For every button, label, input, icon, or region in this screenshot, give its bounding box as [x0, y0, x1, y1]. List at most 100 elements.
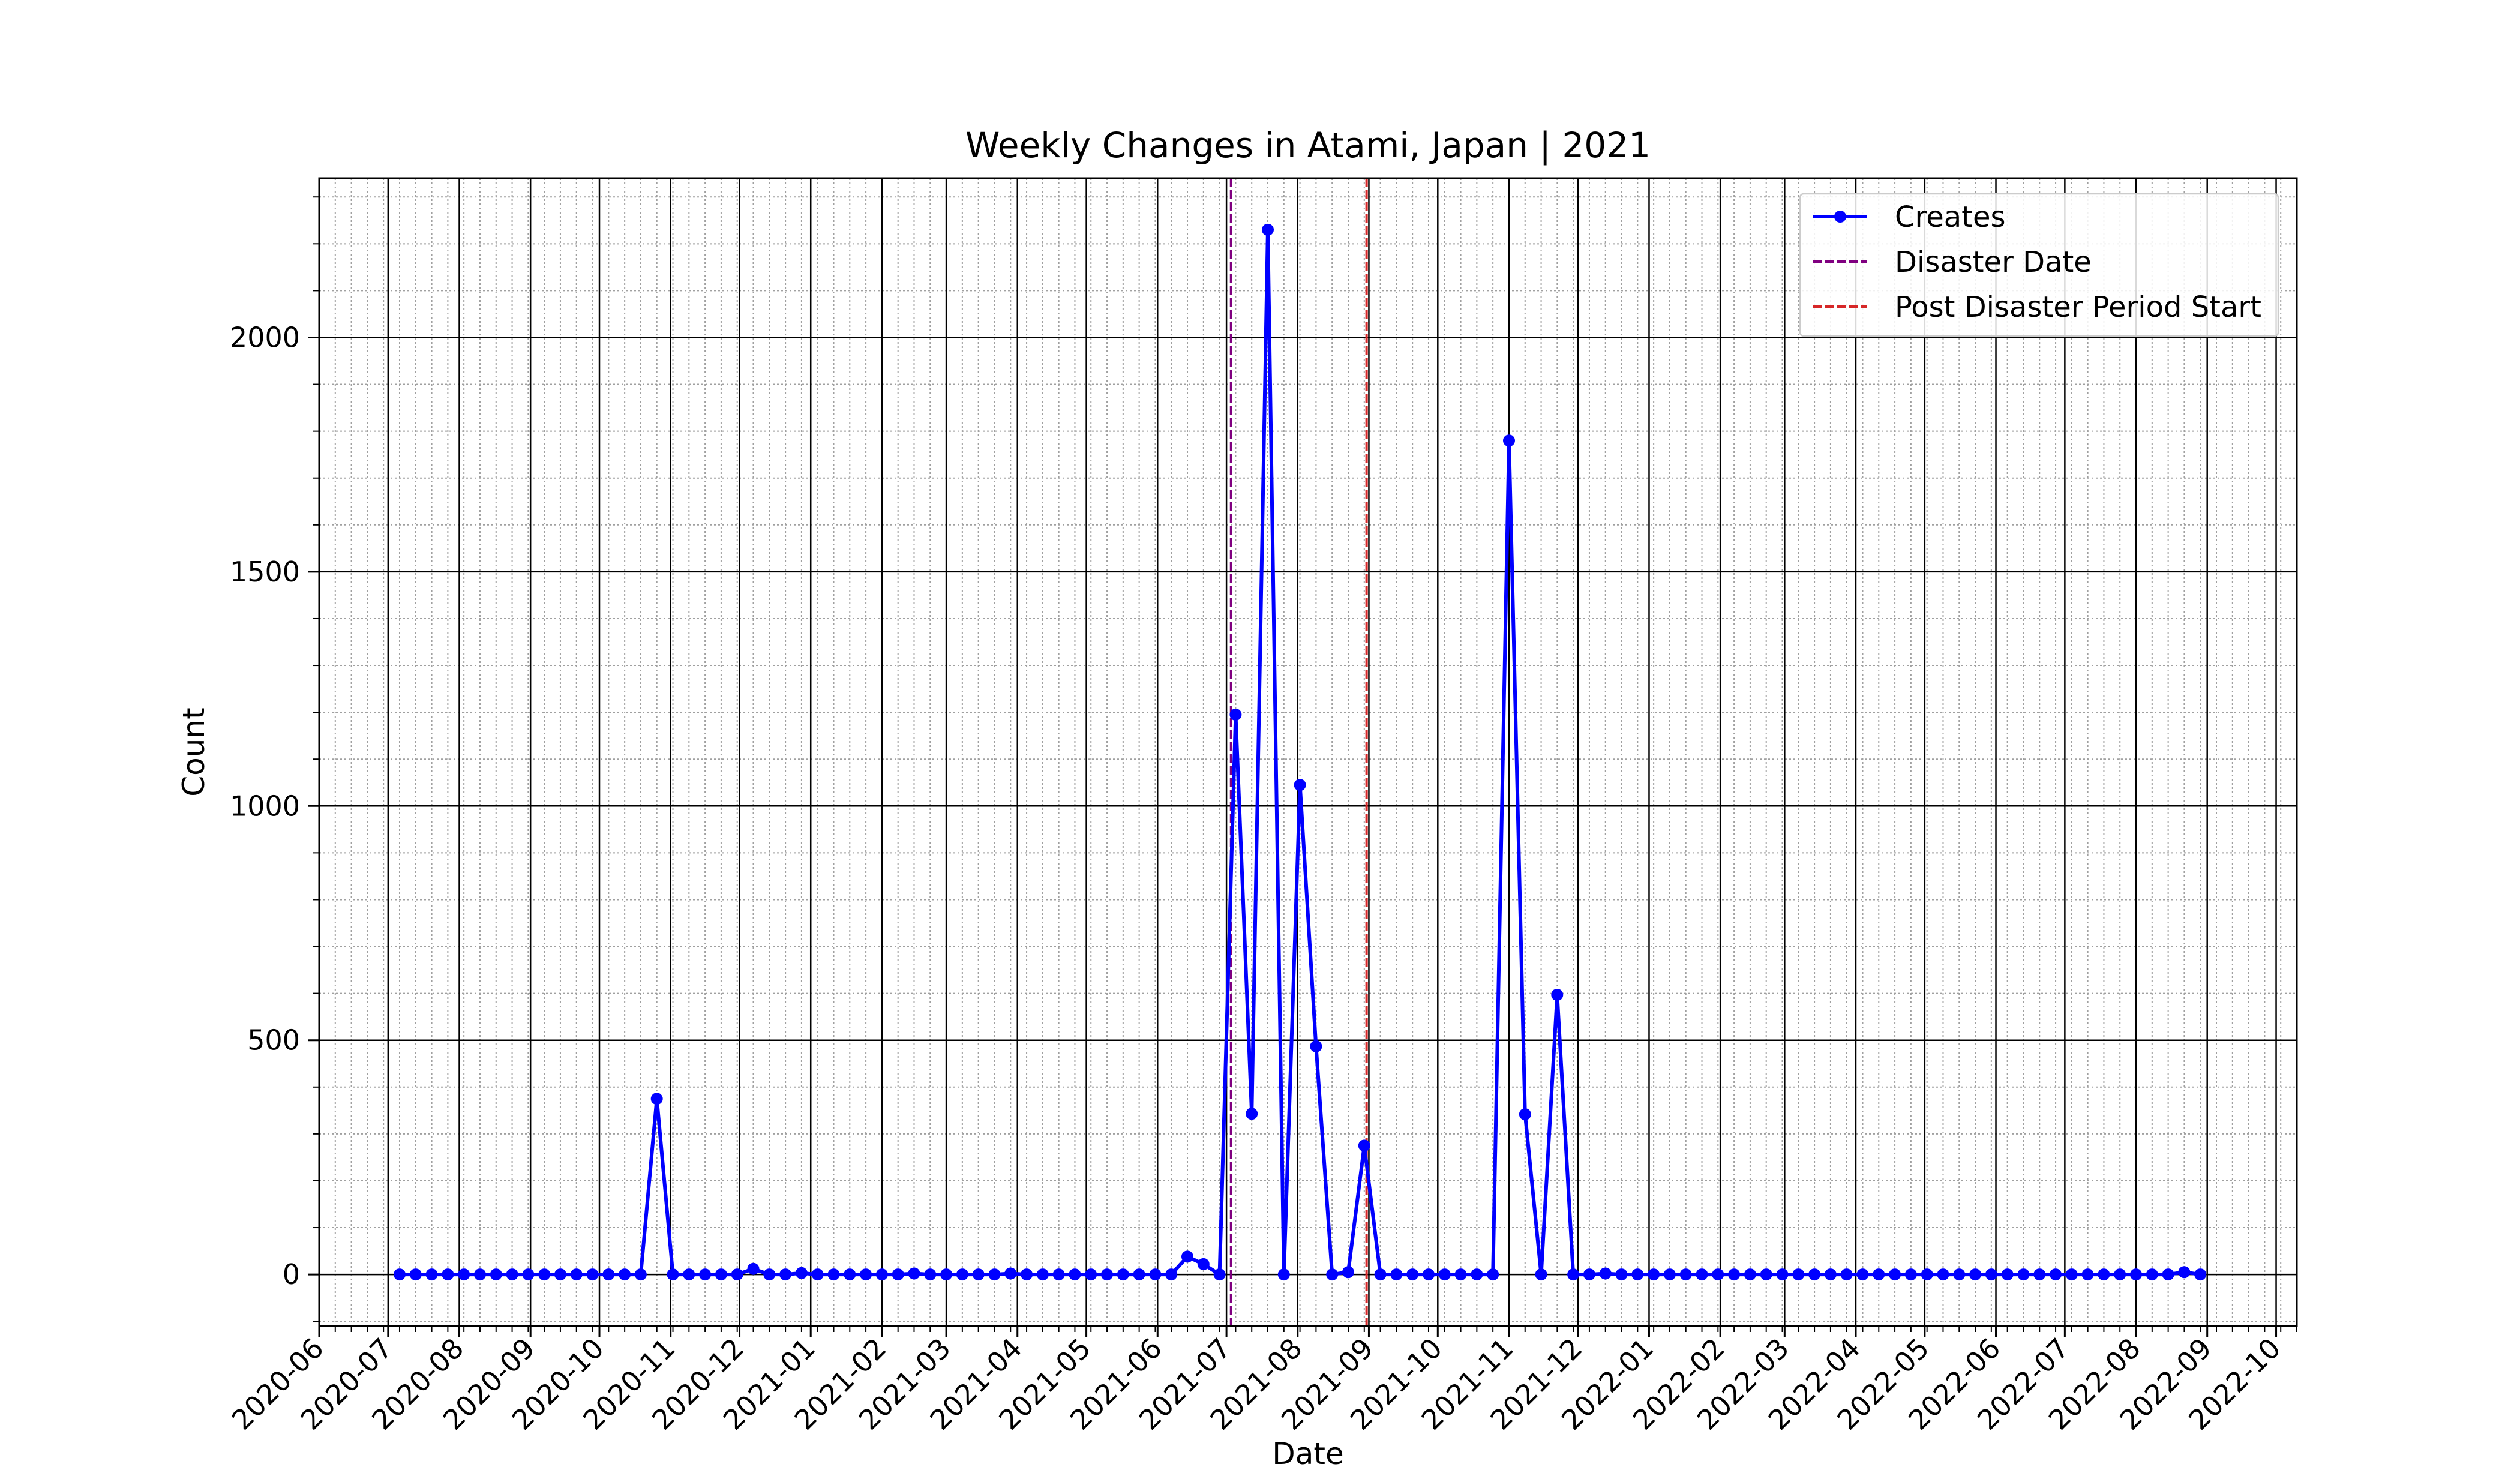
data-point	[2114, 1268, 2126, 1281]
data-point	[1985, 1268, 1997, 1281]
y-tick-label: 1000	[230, 790, 300, 822]
data-point	[1889, 1268, 1901, 1281]
data-point	[409, 1268, 422, 1281]
data-point	[763, 1268, 776, 1281]
series-line	[400, 227, 2201, 1277]
data-point	[1921, 1268, 1933, 1281]
data-point	[1551, 989, 1564, 1001]
data-point	[1213, 1268, 1226, 1281]
data-point	[1085, 1268, 1097, 1281]
data-point	[1101, 1268, 1113, 1281]
data-point	[650, 1093, 663, 1105]
data-point	[1423, 1268, 1435, 1281]
data-point	[1599, 1267, 1612, 1280]
data-point	[1229, 709, 1242, 721]
legend-marker	[1834, 211, 1846, 223]
data-point	[875, 1268, 888, 1281]
data-point	[892, 1268, 904, 1281]
data-point	[1406, 1268, 1419, 1281]
data-point	[1535, 1268, 1547, 1281]
data-point	[1583, 1268, 1595, 1281]
legend-label: Creates	[1895, 200, 2006, 234]
data-point	[747, 1262, 760, 1275]
data-point	[522, 1268, 535, 1281]
legend-entry: Creates	[1813, 200, 2006, 234]
y-axis-label: Count	[176, 707, 211, 797]
data-point	[1438, 1268, 1451, 1281]
data-point	[586, 1268, 599, 1281]
data-point	[2146, 1268, 2158, 1281]
legend-entry: Post Disaster Period Start	[1813, 290, 2261, 324]
data-point	[1567, 1268, 1580, 1281]
data-point	[1117, 1268, 1129, 1281]
data-point	[924, 1268, 937, 1281]
legend: Creates Disaster Date Post Disaster Period…	[1799, 193, 2279, 337]
data-point	[1021, 1268, 1033, 1281]
data-point	[425, 1268, 438, 1281]
x-axis-label: Date	[1272, 1436, 1344, 1470]
data-point	[1760, 1268, 1772, 1281]
data-point	[2065, 1268, 2078, 1281]
data-point	[634, 1268, 647, 1281]
data-point	[1454, 1268, 1467, 1281]
data-point	[2098, 1268, 2110, 1281]
data-point	[1904, 1268, 1917, 1281]
data-point	[1004, 1267, 1017, 1280]
data-point	[1873, 1268, 1885, 1281]
data-point	[860, 1268, 872, 1281]
chart-title: Weekly Changes in Atami, Japan | 2021	[965, 125, 1651, 166]
data-point	[1663, 1268, 1676, 1281]
data-point	[699, 1268, 712, 1281]
data-point	[811, 1268, 824, 1281]
data-point	[1277, 1268, 1290, 1281]
data-point	[1165, 1268, 1178, 1281]
data-point	[2017, 1268, 2030, 1281]
data-point	[1503, 434, 1515, 447]
data-point	[2178, 1266, 2191, 1279]
data-point	[779, 1268, 792, 1281]
data-point	[1374, 1268, 1387, 1281]
series-layer	[394, 223, 2207, 1281]
data-point	[538, 1268, 551, 1281]
data-point	[1648, 1268, 1660, 1281]
data-point	[1631, 1268, 1644, 1281]
data-point	[988, 1268, 1001, 1281]
data-point	[1487, 1268, 1499, 1281]
data-point	[619, 1268, 631, 1281]
data-point	[1181, 1250, 1193, 1263]
legend-box	[1799, 193, 2279, 337]
data-point	[2033, 1268, 2046, 1281]
data-point	[2194, 1268, 2207, 1281]
legend-entry: Disaster Date	[1813, 245, 2092, 279]
data-point	[1856, 1268, 1869, 1281]
y-tick-label: 0	[283, 1258, 300, 1291]
data-point	[1246, 1108, 1258, 1120]
data-point	[394, 1268, 406, 1281]
data-point	[2162, 1268, 2174, 1281]
data-point	[1712, 1268, 1724, 1281]
data-point	[442, 1268, 454, 1281]
data-point	[1519, 1108, 1531, 1121]
data-point	[1679, 1268, 1692, 1281]
data-point	[602, 1268, 615, 1281]
data-point	[1953, 1268, 1966, 1281]
data-point	[2081, 1268, 2094, 1281]
data-point	[554, 1268, 566, 1281]
data-point	[1342, 1266, 1354, 1279]
data-point	[1294, 779, 1306, 791]
data-point	[1133, 1268, 1145, 1281]
data-point	[1824, 1268, 1837, 1281]
legend-label: Disaster Date	[1895, 245, 2092, 279]
data-point	[2050, 1268, 2062, 1281]
data-point	[683, 1268, 695, 1281]
y-tick-label: 1500	[230, 556, 300, 588]
data-point	[1937, 1268, 1949, 1281]
data-point	[2130, 1268, 2142, 1281]
data-point	[940, 1268, 953, 1281]
legend-label: Post Disaster Period Start	[1895, 290, 2261, 324]
data-point	[795, 1267, 808, 1279]
data-point	[956, 1268, 968, 1281]
data-point	[490, 1268, 502, 1281]
data-point	[1969, 1268, 1982, 1281]
